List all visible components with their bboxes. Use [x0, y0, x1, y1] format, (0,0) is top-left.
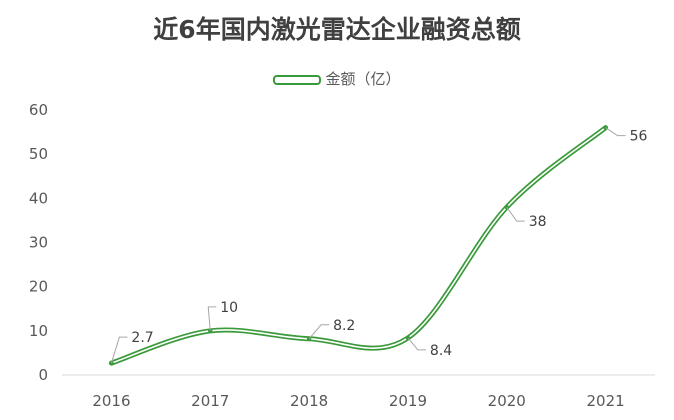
data-label-leader [110, 336, 128, 364]
series-line [108, 125, 609, 366]
data-label-leader [308, 324, 330, 340]
legend-label: 金额（亿） [325, 70, 401, 88]
y-tick-label: 40 [29, 189, 48, 207]
series-line-inner [110, 126, 607, 364]
data-label: 10 [220, 300, 238, 316]
data-label-leader [506, 206, 525, 222]
y-tick-label: 10 [29, 322, 48, 340]
data-label: 38 [529, 214, 547, 230]
x-tick-label: 2016 [92, 392, 130, 410]
chart-title: 近6年国内激光雷达企业融资总额 [153, 15, 521, 44]
y-tick-label: 0 [38, 366, 48, 384]
x-tick-label: 2021 [586, 392, 624, 410]
y-tick-label: 30 [29, 234, 48, 252]
y-tick-label: 60 [29, 101, 48, 119]
x-tick-label: 2018 [290, 392, 328, 410]
data-label: 8.4 [430, 343, 452, 359]
y-tick-label: 50 [29, 145, 48, 163]
data-label: 56 [630, 129, 648, 145]
data-label-leader [407, 337, 426, 351]
data-label-leader [605, 127, 626, 137]
data-label: 8.2 [333, 318, 355, 334]
x-tick-label: 2020 [488, 392, 526, 410]
x-tick-label: 2019 [389, 392, 427, 410]
legend: 金额（亿） [0, 68, 674, 89]
legend-line-swatch [273, 74, 322, 85]
x-tick-label: 2017 [191, 392, 229, 410]
data-label: 2.7 [131, 330, 153, 346]
data-label-leader [207, 306, 217, 331]
y-tick-label: 20 [29, 278, 48, 296]
